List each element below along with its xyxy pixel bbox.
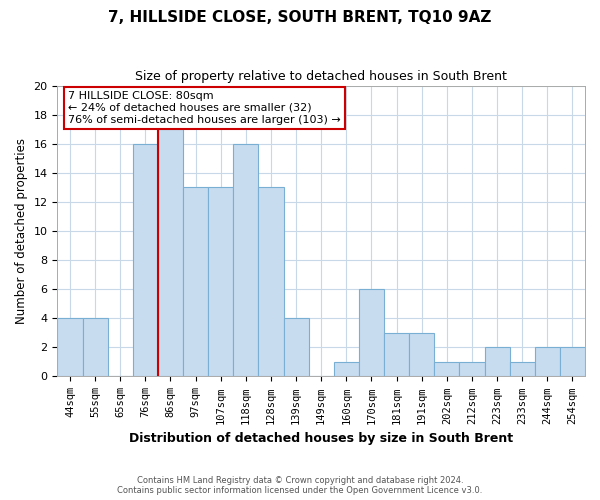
Bar [535,348,560,376]
Bar [384,333,409,376]
Bar [284,318,308,376]
Bar [509,362,535,376]
Bar [485,348,509,376]
Bar [434,362,460,376]
Text: 7 HILLSIDE CLOSE: 80sqm
← 24% of detached houses are smaller (32)
76% of semi-de: 7 HILLSIDE CLOSE: 80sqm ← 24% of detache… [68,92,341,124]
Bar [560,348,585,376]
Y-axis label: Number of detached properties: Number of detached properties [15,138,28,324]
Bar [58,318,83,376]
Bar [359,289,384,376]
Bar [334,362,359,376]
Bar [183,188,208,376]
Bar [259,188,284,376]
Bar [208,188,233,376]
X-axis label: Distribution of detached houses by size in South Brent: Distribution of detached houses by size … [129,432,513,445]
Bar [460,362,485,376]
Bar [233,144,259,376]
Title: Size of property relative to detached houses in South Brent: Size of property relative to detached ho… [135,70,507,83]
Bar [83,318,107,376]
Bar [409,333,434,376]
Text: Contains HM Land Registry data © Crown copyright and database right 2024.
Contai: Contains HM Land Registry data © Crown c… [118,476,482,495]
Bar [158,129,183,376]
Bar [133,144,158,376]
Text: 7, HILLSIDE CLOSE, SOUTH BRENT, TQ10 9AZ: 7, HILLSIDE CLOSE, SOUTH BRENT, TQ10 9AZ [109,10,491,25]
